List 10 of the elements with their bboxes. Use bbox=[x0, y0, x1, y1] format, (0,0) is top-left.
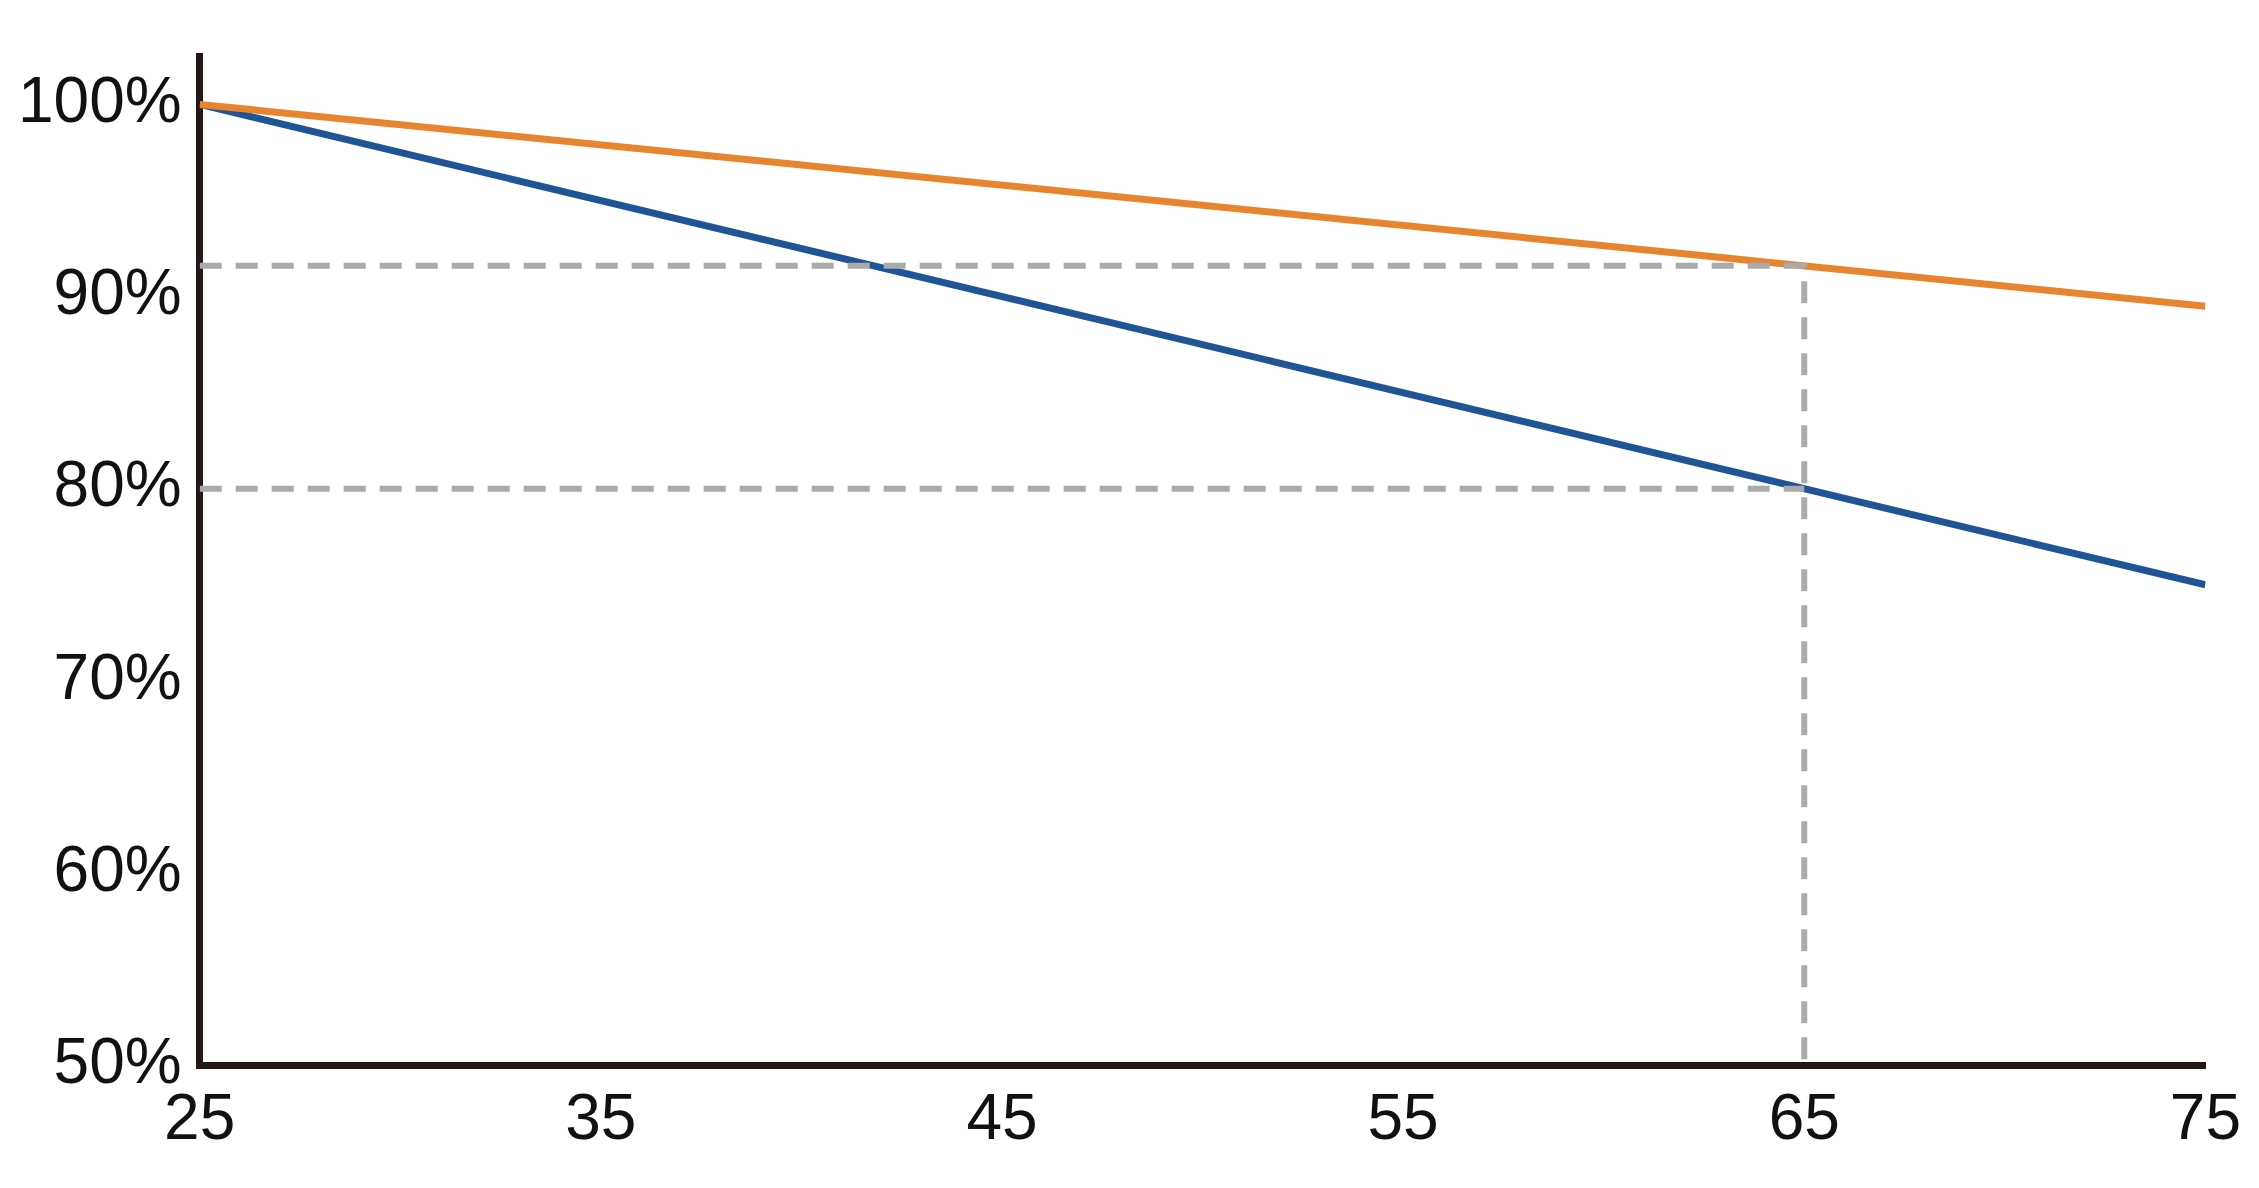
x-tick-label: 55 bbox=[1367, 1081, 1439, 1154]
x-tick-label: 65 bbox=[1768, 1081, 1840, 1154]
y-tick-label: 100% bbox=[18, 64, 182, 137]
y-tick-label: 60% bbox=[53, 832, 182, 905]
x-tick-label: 35 bbox=[565, 1081, 637, 1154]
x-tick-label: 45 bbox=[966, 1081, 1038, 1154]
y-tick-label: 70% bbox=[53, 640, 182, 713]
y-tick-label: 90% bbox=[53, 256, 182, 329]
y-tick-label: 80% bbox=[53, 448, 182, 521]
x-tick-label: 75 bbox=[2169, 1081, 2241, 1154]
